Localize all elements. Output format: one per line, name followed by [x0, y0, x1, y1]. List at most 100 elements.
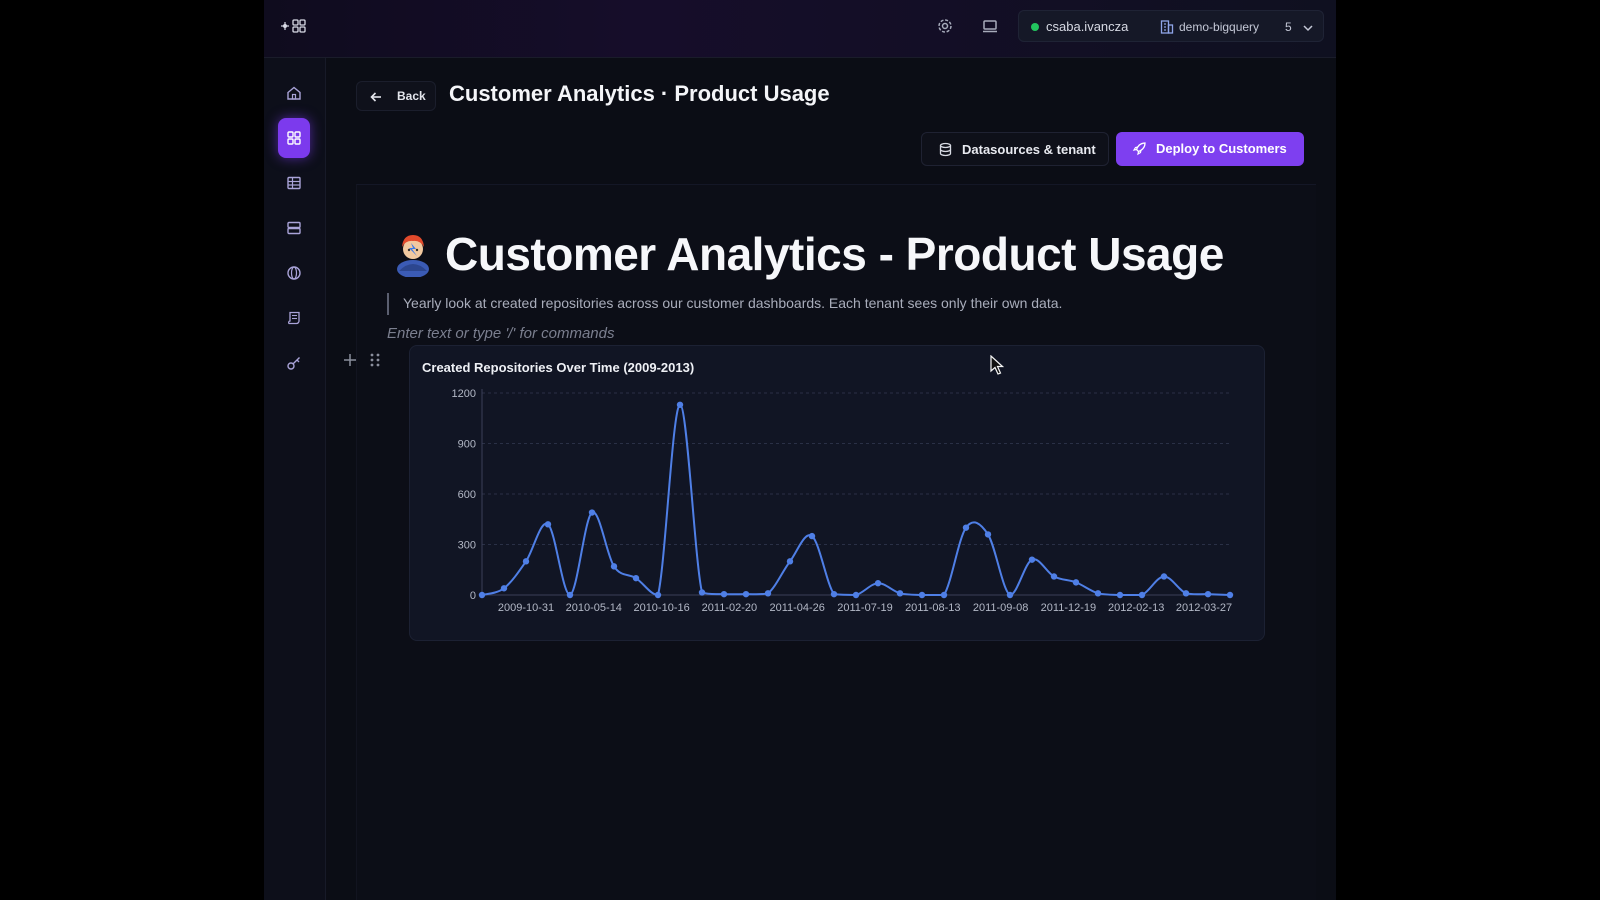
chevron-down-icon[interactable] [1302, 22, 1314, 34]
x-tick-label: 2012-03-27 [1176, 602, 1232, 614]
plus-icon[interactable] [343, 353, 357, 367]
data-point[interactable] [786, 558, 794, 565]
rocket-icon [1132, 142, 1146, 156]
data-point[interactable] [1226, 591, 1234, 599]
drag-handle-icon[interactable] [369, 353, 381, 367]
sidebar-item-database[interactable] [278, 208, 310, 248]
data-point[interactable] [896, 590, 904, 597]
globe-icon [287, 266, 301, 280]
sidebar-item-globe[interactable] [278, 253, 310, 293]
online-status-dot [1031, 23, 1039, 31]
data-point[interactable] [1204, 590, 1212, 598]
x-tick-label: 2011-04-26 [769, 602, 824, 614]
data-point[interactable] [1160, 573, 1168, 580]
data-point[interactable] [698, 589, 706, 596]
datasources-label: Datasources & tenant [962, 142, 1096, 157]
back-label: Back [397, 89, 426, 103]
home-icon [287, 86, 301, 100]
x-tick-label: 2011-02-20 [702, 602, 757, 614]
back-button[interactable]: Back [356, 81, 436, 111]
document-title[interactable]: Customer Analytics - Product Usage [445, 228, 1224, 280]
document-editor[interactable]: Customer Analytics - Product Usage Yearl… [344, 184, 1316, 900]
user-tenant-selector[interactable]: csaba.ivancza demo-bigquery 5 [1018, 10, 1324, 42]
table-icon [287, 176, 301, 190]
data-point[interactable] [1182, 590, 1190, 597]
deploy-to-customers-button[interactable]: Deploy to Customers [1116, 132, 1304, 166]
data-point[interactable] [566, 591, 574, 599]
data-point[interactable] [1028, 556, 1036, 563]
database-icon [287, 221, 301, 235]
data-point[interactable] [1072, 579, 1080, 586]
sidebar-item-dashboards[interactable] [278, 118, 310, 158]
data-point[interactable] [500, 585, 508, 592]
quote-bar [387, 293, 389, 315]
data-point[interactable] [830, 590, 838, 598]
sidebar-item-keys[interactable] [278, 343, 310, 383]
chart-card[interactable]: Created Repositories Over Time (2009-201… [409, 345, 1265, 641]
app-window: csaba.ivancza demo-bigquery 5 [264, 0, 1336, 900]
main-content: Back Customer Analytics · Product Usage … [326, 58, 1336, 900]
top-bar: csaba.ivancza demo-bigquery 5 [264, 0, 1336, 58]
x-tick-label: 2011-09-08 [973, 602, 1028, 614]
data-point[interactable] [1006, 591, 1014, 599]
data-point[interactable] [588, 509, 596, 516]
data-point[interactable] [478, 591, 486, 599]
series-line [481, 403, 1231, 597]
monitor-icon[interactable] [981, 17, 999, 35]
data-point[interactable] [610, 563, 618, 570]
y-tick-label: 300 [458, 540, 476, 552]
data-point[interactable] [808, 532, 816, 540]
x-tick-label: 2011-07-19 [837, 602, 892, 614]
data-point[interactable] [632, 574, 640, 582]
data-point[interactable] [522, 558, 530, 565]
x-tick-label: 2011-12-19 [1041, 602, 1096, 614]
data-point[interactable] [1138, 591, 1146, 599]
data-point[interactable] [1050, 573, 1058, 580]
data-point[interactable] [984, 531, 992, 538]
data-point[interactable] [676, 401, 684, 408]
line-chart[interactable]: 0 300 600 900 1200 2009-10-31 2010-05-14 2010-1… [410, 346, 1266, 642]
document-description[interactable]: Yearly look at created repositories acro… [403, 295, 1063, 311]
x-tick-label: 2009-10-31 [498, 602, 554, 614]
gear-icon[interactable] [936, 17, 954, 35]
data-point[interactable] [544, 521, 552, 528]
x-tick-label: 2010-05-14 [566, 602, 622, 614]
y-tick-label: 600 [458, 489, 476, 501]
sidebar-item-home[interactable] [278, 73, 310, 113]
data-point[interactable] [1116, 591, 1124, 599]
data-point[interactable] [764, 590, 772, 597]
data-point[interactable] [654, 591, 662, 599]
data-point[interactable] [940, 591, 948, 599]
sidebar [264, 58, 326, 900]
y-tick-label: 0 [470, 590, 476, 602]
sidebar-item-scripts[interactable] [278, 298, 310, 338]
building-icon [1160, 20, 1174, 34]
sidebar-item-tables[interactable] [278, 163, 310, 203]
singer-emoji-icon [397, 235, 429, 277]
data-point[interactable] [918, 591, 926, 599]
tenant-count: 5 [1285, 20, 1292, 34]
data-point[interactable] [852, 591, 860, 599]
username: csaba.ivancza [1046, 19, 1129, 34]
y-tick-label: 1200 [452, 388, 476, 400]
key-icon [287, 357, 300, 370]
deploy-label: Deploy to Customers [1156, 141, 1287, 156]
editor-placeholder[interactable]: Enter text or type '/' for commands [387, 325, 615, 342]
page-title: Customer Analytics · Product Usage [449, 81, 830, 106]
logo-icon[interactable] [280, 18, 308, 34]
x-tick-label: 2012-02-13 [1108, 602, 1164, 614]
datasources-tenant-button[interactable]: Datasources & tenant [921, 132, 1109, 166]
data-point[interactable] [962, 524, 970, 531]
data-point[interactable] [1094, 590, 1102, 597]
script-icon [287, 311, 300, 325]
dashboards-icon [287, 131, 301, 145]
x-tick-label: 2011-08-13 [905, 602, 960, 614]
database-icon [939, 142, 952, 157]
arrow-left-icon [370, 92, 381, 102]
x-tick-label: 2010-10-16 [633, 602, 689, 614]
chart-title: Created Repositories Over Time (2009-201… [422, 360, 695, 375]
tenant-name: demo-bigquery [1179, 20, 1260, 34]
data-point[interactable] [742, 590, 750, 598]
data-point[interactable] [720, 590, 728, 598]
data-point[interactable] [874, 580, 882, 587]
